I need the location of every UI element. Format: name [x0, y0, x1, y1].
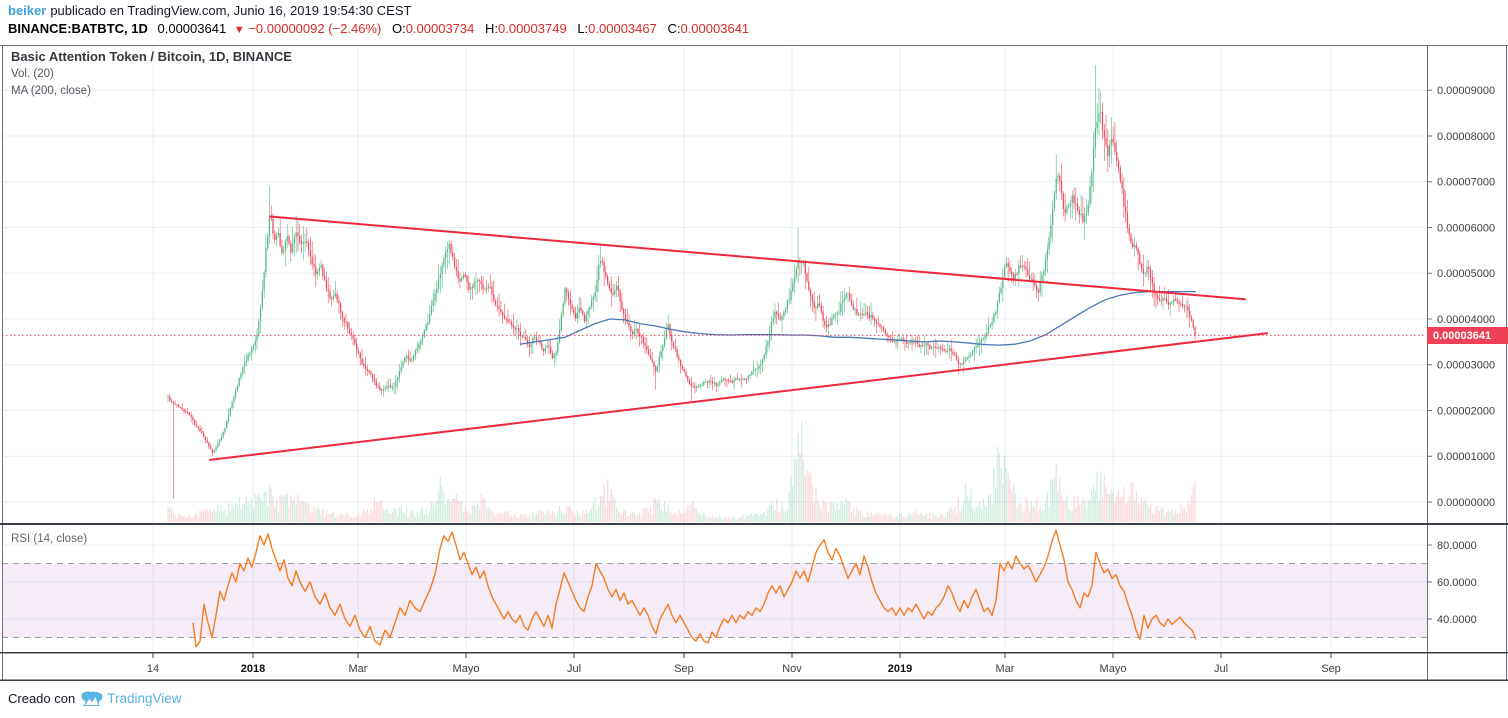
legend-ma-study[interactable]: MA (200, close) — [11, 84, 91, 97]
credit-bar: Creado con TradingView — [8, 691, 182, 706]
chart-frame — [0, 45, 1508, 681]
published-text: publicado en TradingView.com, Junio 16, … — [50, 3, 412, 18]
svg-text:2019: 2019 — [888, 663, 912, 675]
current-price-label: 0.00003641 — [1427, 327, 1508, 344]
svg-text:Nov: Nov — [782, 663, 802, 675]
attribution-bar: beiker publicado en TradingView.com, Juni… — [8, 3, 411, 18]
svg-text:Jul: Jul — [567, 663, 581, 675]
ohlc-bar: BINANCE:BATBTC, 1D 0.00003641 ▼ −0.00000… — [8, 21, 749, 36]
volume-bars — [167, 420, 1196, 522]
open-value: 0.00003734 — [405, 21, 475, 36]
legend-rsi-study[interactable]: RSI (14, close) — [11, 533, 88, 545]
legend-symbol-title[interactable]: Basic Attention Token / Bitcoin, 1D, BIN… — [11, 49, 292, 64]
svg-text:0.00002000: 0.00002000 — [1437, 405, 1495, 417]
svg-text:0.00006000: 0.00006000 — [1437, 222, 1495, 234]
svg-text:0.00009000: 0.00009000 — [1437, 85, 1495, 97]
svg-text:Mayo: Mayo — [1100, 663, 1127, 675]
price-scale[interactable]: 0.00009000 0.00008000 0.00007000 0.00006000… — [1427, 85, 1495, 626]
svg-text:Sep: Sep — [674, 663, 694, 675]
credit-brand-link[interactable]: TradingView — [107, 691, 182, 706]
svg-text:0.00008000: 0.00008000 — [1437, 131, 1495, 143]
trendline-upper[interactable] — [269, 215, 1246, 301]
close-value: 0.00003641 — [680, 21, 750, 36]
open-key: O: — [391, 21, 406, 36]
rsi-band — [2, 563, 1427, 638]
svg-text:0.00007000: 0.00007000 — [1437, 177, 1495, 189]
low-key: L: — [577, 21, 589, 36]
svg-text:14: 14 — [147, 663, 159, 675]
rsi-line — [192, 529, 1197, 648]
down-arrow-icon: ▼ — [233, 24, 245, 36]
author-link[interactable]: beiker — [8, 3, 47, 18]
ma200-line — [519, 290, 1196, 346]
credit-prefix: Creado con — [8, 691, 76, 706]
last-price: 0.00003641 — [157, 21, 227, 36]
svg-text:Jul: Jul — [1214, 663, 1228, 675]
svg-text:Mar: Mar — [996, 663, 1015, 675]
svg-text:0.00004000: 0.00004000 — [1437, 314, 1495, 326]
svg-text:40.0000: 40.0000 — [1437, 614, 1477, 626]
svg-text:0.00003000: 0.00003000 — [1437, 360, 1495, 372]
high-value: 0.00003749 — [498, 21, 567, 36]
svg-text:0.00005000: 0.00005000 — [1437, 268, 1495, 280]
tradingview-logo-icon — [81, 691, 103, 706]
svg-text:2018: 2018 — [241, 663, 265, 675]
svg-text:60.0000: 60.0000 — [1437, 577, 1477, 589]
close-key: C: — [667, 21, 681, 36]
svg-text:Mar: Mar — [349, 663, 368, 675]
svg-text:Sep: Sep — [1321, 663, 1341, 675]
svg-text:0.00001000: 0.00001000 — [1437, 451, 1495, 463]
price-change: −0.00000092 (−2.46%) — [248, 21, 382, 36]
svg-text:0.00000000: 0.00000000 — [1437, 497, 1495, 509]
symbol-title: BINANCE:BATBTC, 1D — [8, 21, 148, 36]
high-key: H: — [485, 21, 498, 36]
time-scale[interactable]: 14 2018 Mar Mayo Jul Sep Nov 2019 Mar Mayo Jul Sep — [147, 653, 1341, 676]
low-value: 0.00003467 — [588, 21, 657, 36]
grid-layer — [2, 46, 1427, 652]
chart-legend: Basic Attention Token / Bitcoin, 1D, BIN… — [11, 50, 292, 102]
svg-text:Mayo: Mayo — [453, 663, 480, 675]
trendline-lower[interactable] — [209, 332, 1268, 461]
svg-text:80.0000: 80.0000 — [1437, 540, 1477, 552]
legend-volume-study[interactable]: Vol. (20) — [11, 68, 54, 80]
